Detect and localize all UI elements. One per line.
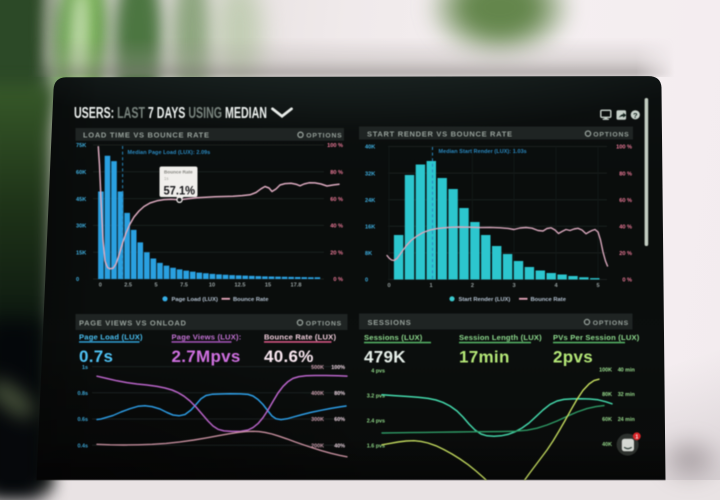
svg-text:Page Load (LUX): Page Load (LUX) (79, 333, 143, 342)
svg-text:80%: 80% (334, 391, 345, 397)
svg-text:60K: 60K (76, 170, 86, 176)
svg-text:30K: 30K (76, 224, 86, 230)
svg-text:45K: 45K (76, 197, 86, 203)
svg-text:0.7s: 0.7s (79, 347, 113, 366)
svg-text:60 %: 60 % (330, 197, 343, 203)
svg-text:1s: 1s (164, 176, 168, 181)
svg-text:3.2 pvs: 3.2 pvs (367, 393, 385, 399)
svg-text:100K: 100K (599, 367, 612, 373)
svg-text:40K: 40K (602, 442, 612, 448)
svg-text:32 min: 32 min (618, 392, 635, 398)
svg-text:OPTIONS: OPTIONS (593, 131, 629, 138)
svg-text:START RENDER VS BOUNCE RATE: START RENDER VS BOUNCE RATE (367, 129, 513, 138)
svg-text:80K: 80K (602, 392, 612, 398)
svg-text:7.5: 7.5 (180, 283, 188, 289)
svg-text:500K: 500K (311, 365, 324, 371)
svg-text:0 %: 0 % (622, 278, 632, 284)
svg-text:20 %: 20 % (330, 250, 343, 256)
svg-text:40 min: 40 min (618, 367, 635, 373)
svg-text:LOAD TIME VS BOUNCE RATE: LOAD TIME VS BOUNCE RATE (83, 131, 210, 140)
svg-text:Page Load (LUX): Page Load (LUX) (172, 297, 218, 303)
svg-text:100 %: 100 % (616, 145, 632, 151)
svg-text:100%: 100% (331, 365, 345, 371)
svg-text:8K: 8K (365, 251, 372, 257)
svg-text:0: 0 (387, 283, 390, 289)
svg-text:USERS: LAST 7 DAYS USING MEDIA: USERS: LAST 7 DAYS USING MEDIAN (74, 105, 267, 122)
svg-text:?: ? (633, 111, 638, 120)
svg-text:20 %: 20 % (619, 251, 632, 257)
svg-text:60 %: 60 % (619, 198, 632, 204)
svg-text:2.7Mpvs: 2.7Mpvs (172, 347, 241, 366)
svg-text:5: 5 (596, 283, 599, 289)
svg-text:15: 15 (265, 283, 271, 289)
svg-text:16K: 16K (365, 225, 375, 231)
svg-text:4 pvs: 4 pvs (371, 369, 385, 375)
svg-text:17.8: 17.8 (291, 283, 302, 289)
svg-text:40 %: 40 % (619, 225, 632, 231)
svg-text:2: 2 (471, 283, 474, 289)
svg-text:Bounce Rate: Bounce Rate (531, 297, 567, 303)
svg-text:Bounce Rate (LUX): Bounce Rate (LUX) (264, 333, 336, 342)
svg-text:OPTIONS: OPTIONS (593, 320, 629, 327)
svg-text:100 %: 100 % (327, 143, 343, 149)
svg-text:2.5: 2.5 (124, 283, 132, 289)
svg-text:75K: 75K (76, 143, 86, 149)
svg-text:0 %: 0 % (333, 277, 343, 283)
svg-text:0: 0 (99, 283, 102, 289)
svg-text:0: 0 (365, 278, 368, 284)
svg-text:1s: 1s (82, 365, 88, 371)
svg-text:4: 4 (554, 283, 558, 289)
svg-text:12.5: 12.5 (235, 283, 246, 289)
svg-text:0: 0 (76, 277, 79, 283)
svg-text:Bounce Rate: Bounce Rate (164, 170, 193, 175)
svg-text:300K: 300K (311, 417, 324, 423)
svg-text:Bounce Rate: Bounce Rate (233, 297, 269, 303)
svg-text:OPTIONS: OPTIONS (306, 320, 342, 327)
svg-text:1: 1 (635, 435, 638, 441)
svg-text:Median Start Render (LUX): 1.0: Median Start Render (LUX): 1.03s (439, 149, 527, 155)
svg-text:24K: 24K (365, 198, 375, 204)
svg-text:15K: 15K (76, 250, 86, 256)
svg-text:400K: 400K (311, 391, 324, 397)
svg-text:1: 1 (430, 283, 433, 289)
svg-text:Session Length (LUX): Session Length (LUX) (459, 333, 542, 342)
svg-text:32K: 32K (365, 171, 375, 177)
svg-text:24 min: 24 min (618, 417, 635, 423)
svg-text:40.6%: 40.6% (264, 347, 314, 366)
svg-text:2pvs: 2pvs (553, 348, 593, 367)
svg-text:PVs Per Session (LUX): PVs Per Session (LUX) (553, 333, 640, 342)
svg-text:200K: 200K (311, 443, 324, 449)
svg-text:Sessions (LUX): Sessions (LUX) (364, 333, 423, 342)
svg-text:5: 5 (154, 283, 157, 289)
svg-text:479K: 479K (364, 348, 406, 367)
svg-text:17min: 17min (459, 348, 510, 367)
svg-text:Median Page Load (LUX): 2.09s: Median Page Load (LUX): 2.09s (128, 150, 211, 156)
svg-text:57.1%: 57.1% (164, 184, 196, 198)
svg-text:10: 10 (209, 283, 215, 289)
svg-text:Page Views (LUX):: Page Views (LUX): (172, 333, 242, 342)
svg-text:0.4s: 0.4s (78, 443, 89, 449)
svg-text:0.8s: 0.8s (78, 391, 89, 397)
svg-text:1.6 pvs: 1.6 pvs (367, 443, 385, 449)
svg-text:Start Render (LUX): Start Render (LUX) (459, 297, 511, 303)
svg-text:80 %: 80 % (619, 171, 632, 177)
svg-text:40%: 40% (334, 443, 345, 449)
svg-text:SESSIONS: SESSIONS (368, 318, 412, 327)
svg-text:3: 3 (512, 283, 515, 289)
svg-text:OPTIONS: OPTIONS (306, 133, 342, 140)
svg-text:0.6s: 0.6s (78, 417, 89, 423)
svg-text:40 %: 40 % (330, 224, 343, 230)
svg-text:60%: 60% (334, 417, 345, 423)
svg-text:80 %: 80 % (330, 170, 343, 176)
svg-text:2.4 pvs: 2.4 pvs (367, 418, 385, 424)
svg-text:PAGE VIEWS VS ONLOAD: PAGE VIEWS VS ONLOAD (79, 318, 187, 327)
svg-text:40K: 40K (365, 145, 375, 151)
svg-text:60K: 60K (602, 417, 612, 423)
